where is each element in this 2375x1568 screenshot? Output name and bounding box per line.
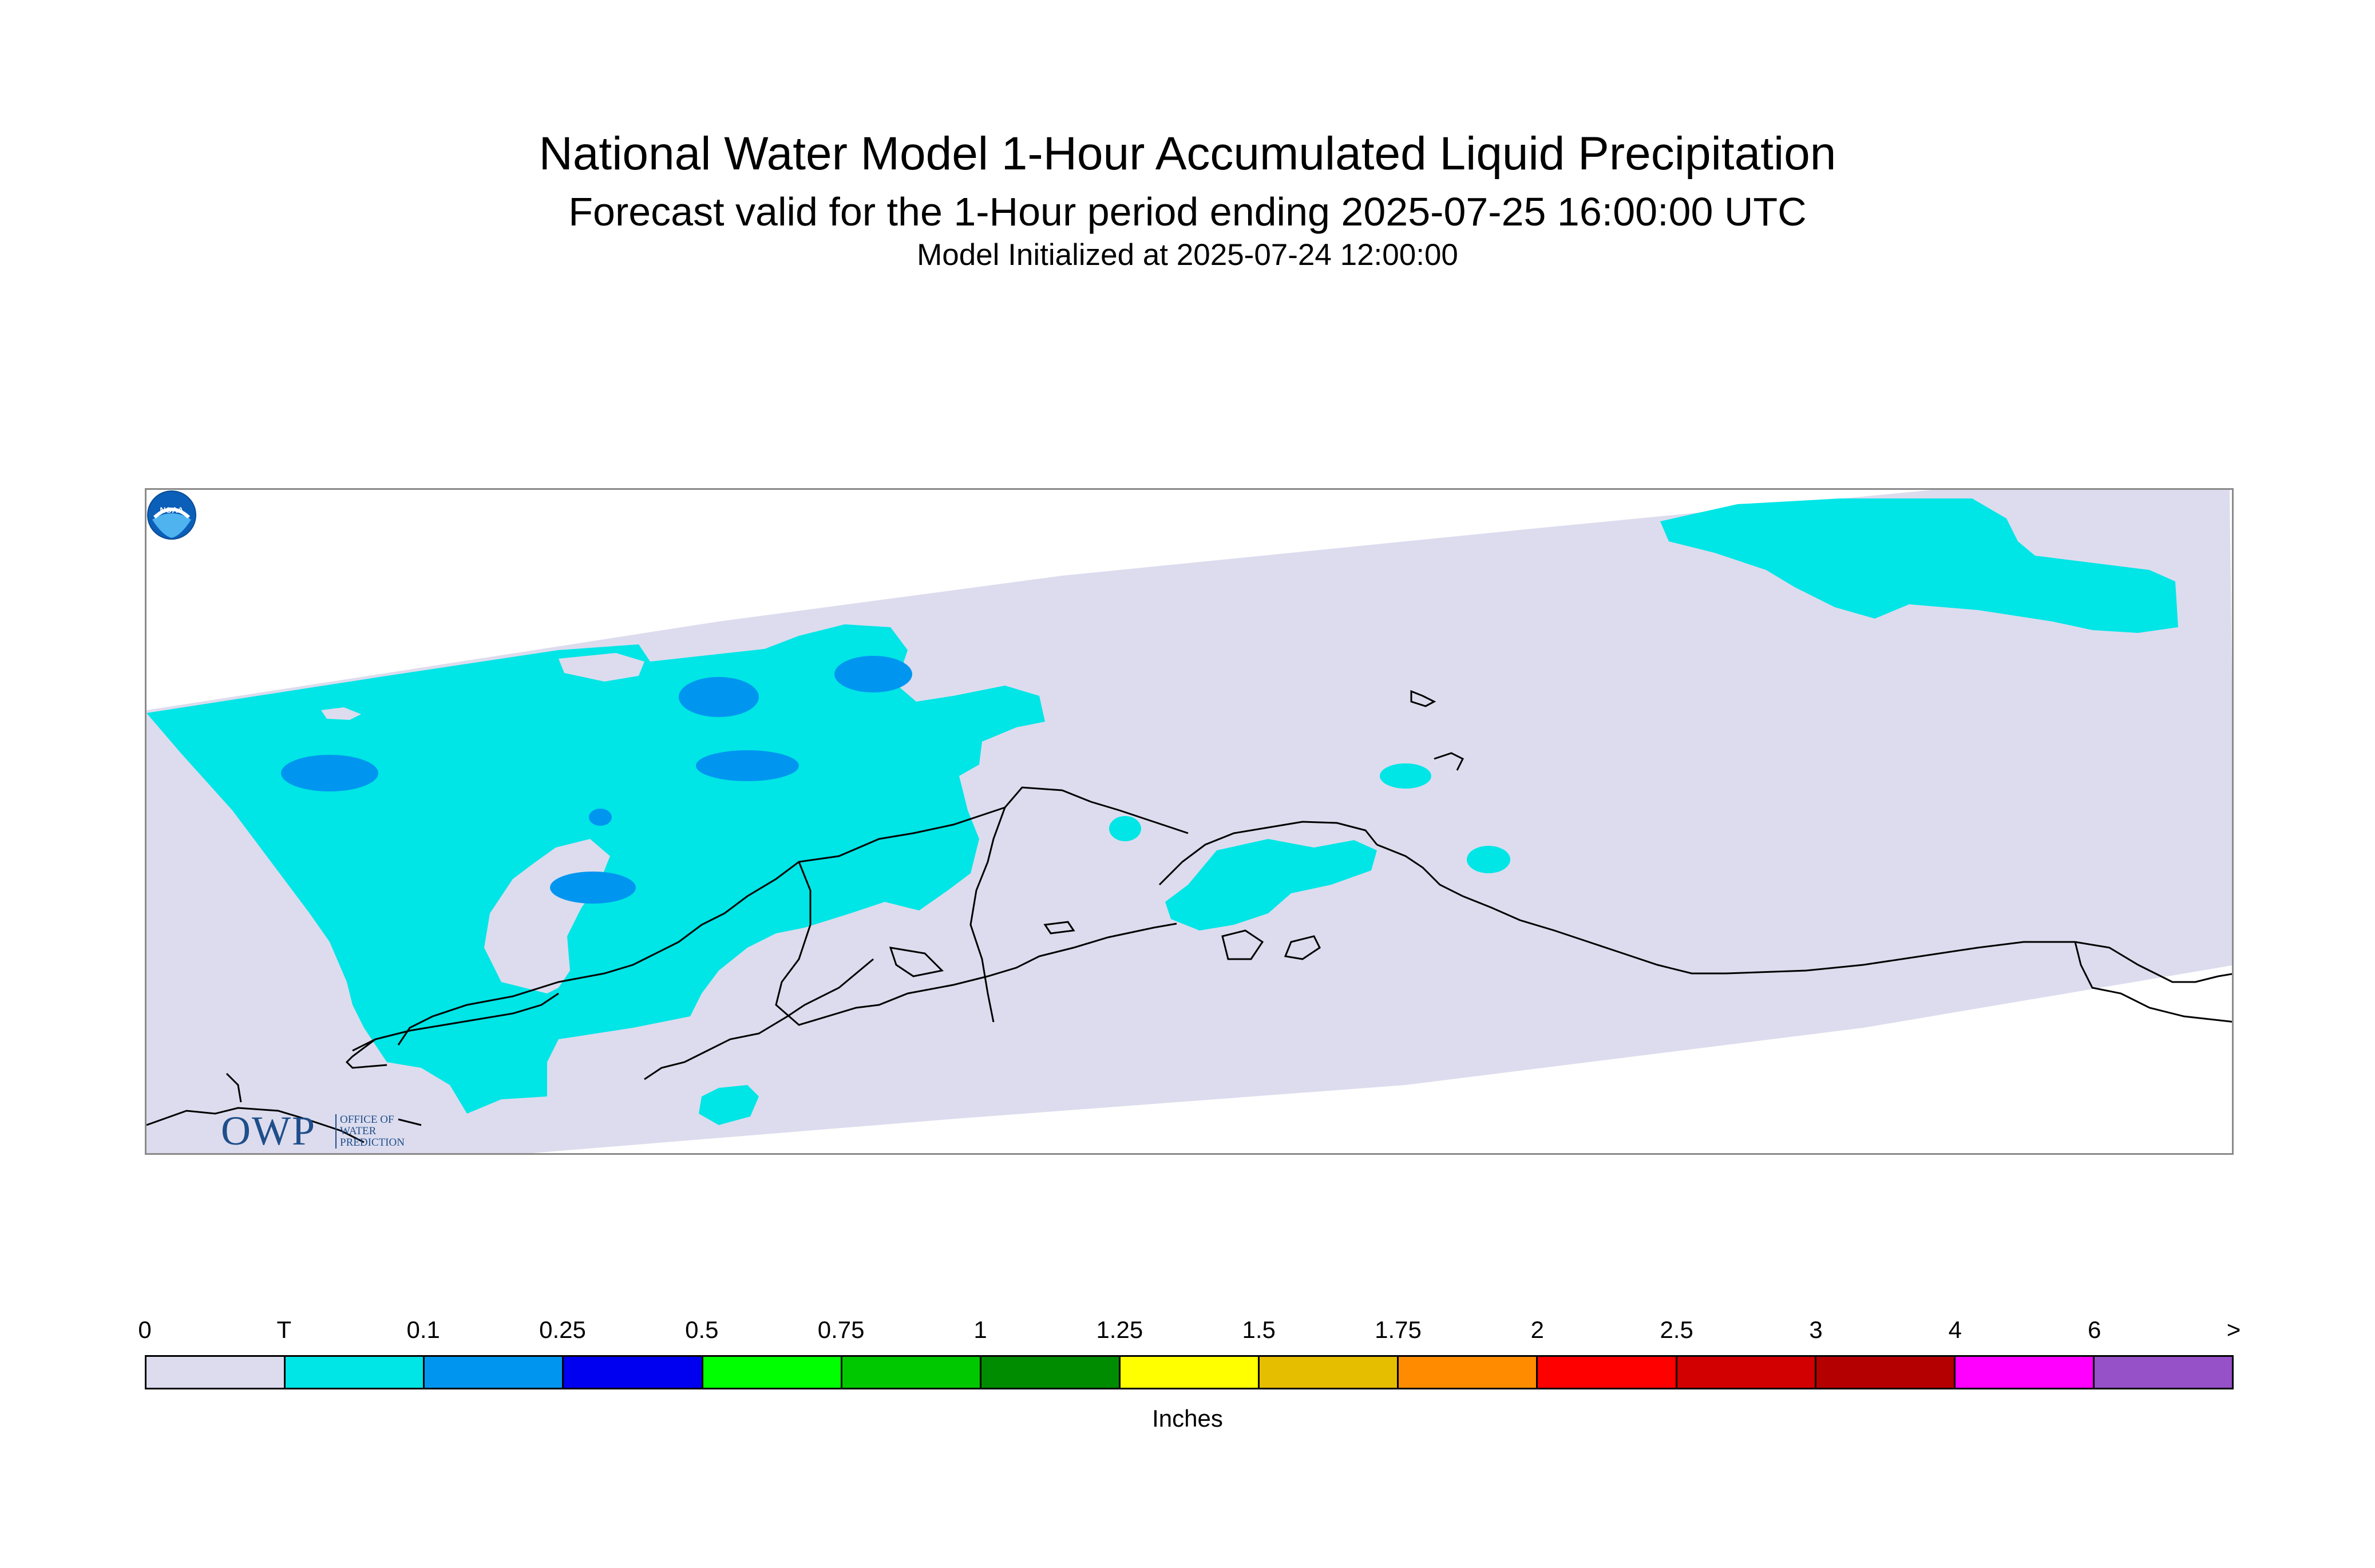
colorbar-bin-5	[842, 1357, 981, 1388]
colorbar-bin-10	[1538, 1357, 1677, 1388]
colorbar-tick-label: 0.5	[685, 1316, 719, 1343]
map-title: National Water Model 1-Hour Accumulated …	[539, 128, 1836, 180]
colorbar-bin-0	[147, 1357, 286, 1388]
colorbar-bin-6	[981, 1357, 1121, 1388]
coastline-gulf	[1376, 844, 2232, 983]
colorbar-tick-label: 4	[1948, 1316, 1962, 1343]
coastline-main	[397, 786, 1120, 1046]
colorbar-bin-13	[1955, 1357, 2095, 1388]
owp-logo: OWP OFFICE OF WATER PREDICTION	[221, 1108, 438, 1154]
colorbar-bin-11	[1677, 1357, 1816, 1388]
trace-precip-patch-northeast	[1660, 498, 2178, 633]
light-precip-cell-4	[696, 750, 799, 781]
colorbar-tick-label: 1.5	[1242, 1316, 1276, 1343]
light-precip-cell-1	[281, 755, 378, 791]
island-north-2	[1434, 752, 1464, 771]
colorbar-tick-label: T	[276, 1316, 292, 1343]
river-interior	[969, 807, 1189, 1023]
trace-precip-patch-2	[1165, 839, 1377, 930]
coastline-south-peninsula	[775, 861, 1177, 1026]
light-precip-cell-6	[589, 809, 612, 826]
colorbar-units: Inches	[1152, 1405, 1223, 1432]
coastline-bristol	[345, 992, 559, 1069]
coastline-southwest	[644, 958, 874, 1080]
colorbar-bin-2	[425, 1357, 564, 1388]
precipitation-map: OWP OFFICE OF WATER PREDICTION NOAA	[145, 488, 2234, 1155]
trace-precip-patch-3	[1380, 763, 1431, 789]
no-precip-hole-3	[321, 707, 361, 720]
colorbar-tick-label: 6	[2087, 1316, 2101, 1343]
coastline-islands	[889, 921, 1321, 977]
colorbar-tick-label: 0.75	[817, 1316, 865, 1343]
colorbar-bin-4	[703, 1357, 842, 1388]
colorbar-bin-8	[1260, 1357, 1399, 1388]
light-precip-cell-3	[834, 656, 912, 692]
colorbar-tick-label: 0.25	[539, 1316, 586, 1343]
colorbar-bin-7	[1120, 1357, 1260, 1388]
colorbar-bin-14	[2094, 1357, 2232, 1388]
noaa-logo-text: NOAA	[160, 505, 183, 514]
colorbar-tick-label: 0.1	[406, 1316, 440, 1343]
colorbar-bin-12	[1816, 1357, 1956, 1388]
trace-precip-patch-1	[1109, 816, 1141, 841]
colorbar-tick-label: 1.25	[1096, 1316, 1143, 1343]
map-canvas	[147, 490, 2232, 1153]
colorbar-tick-label: 1	[973, 1316, 987, 1343]
island-north-1	[1410, 690, 1436, 707]
trace-precip-patch-5	[699, 1085, 759, 1125]
colorbar-tick-label: 2	[1530, 1316, 1545, 1343]
colorbar-bin-1	[286, 1357, 425, 1388]
coastline-kenai	[1158, 821, 1378, 886]
colorbar-tick-label: >	[2226, 1316, 2241, 1343]
colorbar	[145, 1355, 2234, 1389]
trace-precip-patch-4	[1467, 846, 1510, 873]
light-precip-cell-2	[679, 677, 759, 717]
model-init-line: Model Initialized at 2025-07-24 12:00:00	[917, 238, 1458, 272]
owp-logo-mark: OWP	[221, 1108, 316, 1154]
colorbar-bin-3	[564, 1357, 703, 1388]
no-precip-hole-2	[559, 653, 644, 682]
colorbar-tick-label: 0	[138, 1316, 152, 1343]
colorbar-bin-9	[1399, 1357, 1538, 1388]
owp-logo-text: OFFICE OF WATER PREDICTION	[335, 1114, 405, 1149]
colorbar-tick-label: 1.75	[1375, 1316, 1422, 1343]
colorbar-tick-label: 2.5	[1660, 1316, 1693, 1343]
colorbar-tick-label: 3	[1809, 1316, 1823, 1343]
map-subtitle: Forecast valid for the 1-Hour period end…	[568, 189, 1807, 234]
border-canada	[2074, 941, 2232, 1023]
light-precip-cell-5	[550, 872, 636, 904]
noaa-logo: NOAA	[147, 490, 196, 540]
